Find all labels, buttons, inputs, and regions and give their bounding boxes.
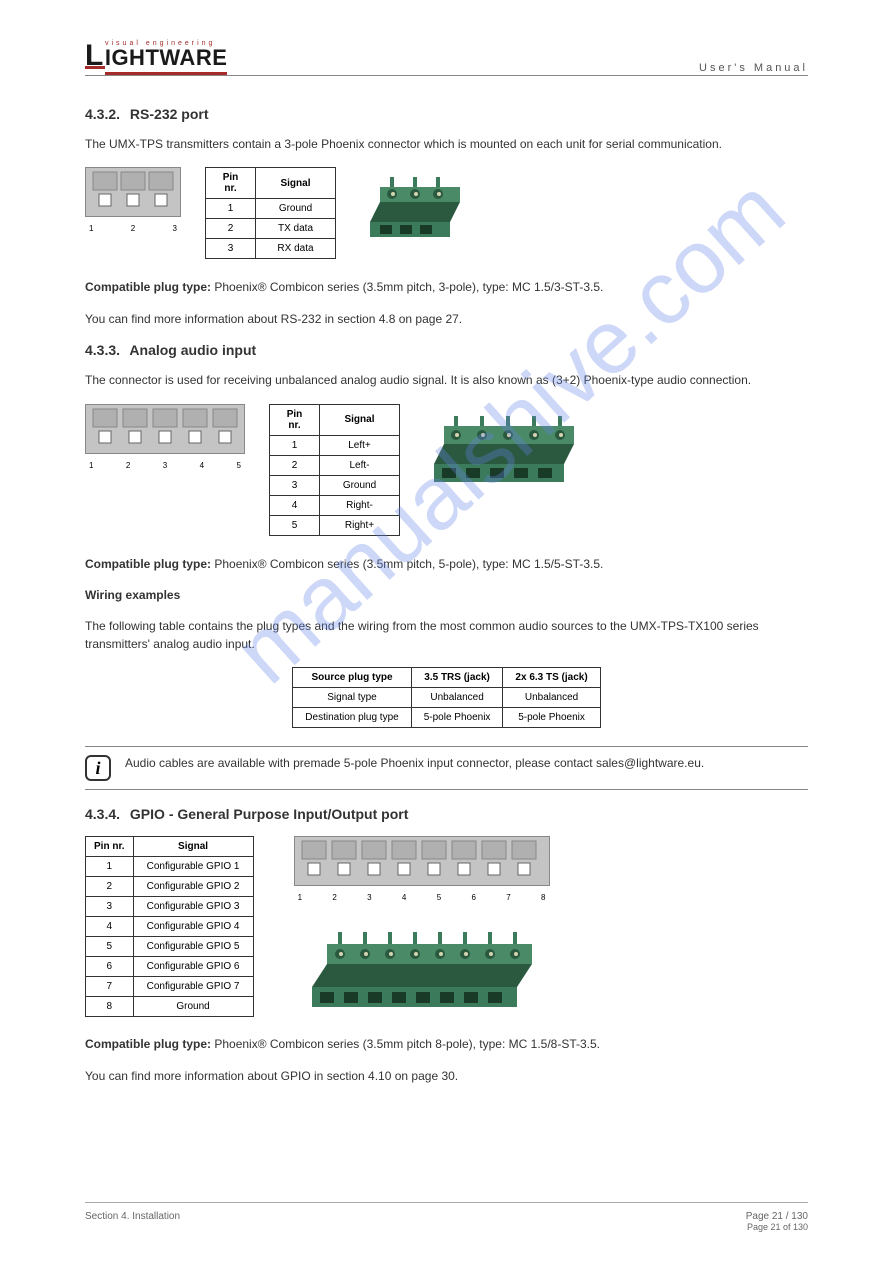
pin-labels: 1 2 3 4 5 [85,461,245,470]
rs232-port-diagram: 1 2 3 [85,167,181,233]
audio-pin-table: Pin nr.Signal 1Left+ 2Left- 3Ground 4Rig… [269,404,400,536]
section-heading: 4.3.2. RS-232 port [85,106,808,122]
wiring-text: The following table contains the plug ty… [85,618,808,653]
section-heading: 4.3.4. GPIO - General Purpose Input/Outp… [85,806,808,822]
audio-connector-image [424,404,584,494]
rs232-pin-table: Pin nr.Signal 1Ground 2TX data 3RX data [205,167,336,259]
info-icon: i [85,755,111,781]
compat-text: Compatible plug type: Phoenix® Combicon … [85,279,808,296]
pin-labels: 1 2 3 [85,224,181,233]
section-rs232: 4.3.2. RS-232 port The UMX-TPS transmitt… [85,106,808,328]
gpio-port-diagram: 1 2 3 4 5 6 7 8 [294,836,550,902]
rs232-connector-image [360,167,470,247]
document-title: User's Manual [699,62,808,74]
footer-page: Page 21 / 130 [746,1211,808,1222]
section-intro: The UMX-TPS transmitters contain a 3-pol… [85,136,808,153]
footer-section: Section 4. Installation [85,1211,180,1233]
page-header: visual engineering LIGHTWARE User's Manu… [85,40,808,76]
see-more: You can find more information about RS-2… [85,311,808,328]
audio-port-diagram: 1 2 3 4 5 [85,404,245,470]
section-intro: The connector is used for receiving unba… [85,372,808,389]
header-divider [85,75,808,76]
wiring-heading: Wiring examples [85,587,808,604]
info-callout: i Audio cables are available with premad… [85,746,808,790]
compat-text: Compatible plug type: Phoenix® Combicon … [85,1036,808,1053]
gpio-connector-image [302,922,542,1022]
see-more: You can find more information about GPIO… [85,1068,808,1085]
compat-text: Compatible plug type: Phoenix® Combicon … [85,556,808,573]
wiring-table: Source plug type 3.5 TRS (jack) 2x 6.3 T… [292,667,600,728]
section-heading: 4.3.3. Analog audio input [85,342,808,358]
section-gpio: 4.3.4. GPIO - General Purpose Input/Outp… [85,806,808,1085]
pin-labels: 1 2 3 4 5 6 7 8 [294,893,550,902]
info-text: Audio cables are available with premade … [125,755,704,772]
page-footer: Section 4. Installation Page 21 / 130 Pa… [85,1202,808,1233]
gpio-pin-table: Pin nr.Signal 1Configurable GPIO 1 2Conf… [85,836,254,1017]
section-audio: 4.3.3. Analog audio input The connector … [85,342,808,790]
logo: visual engineering LIGHTWARE [85,40,227,71]
footer-page-sub: Page 21 of 130 [747,1222,808,1232]
